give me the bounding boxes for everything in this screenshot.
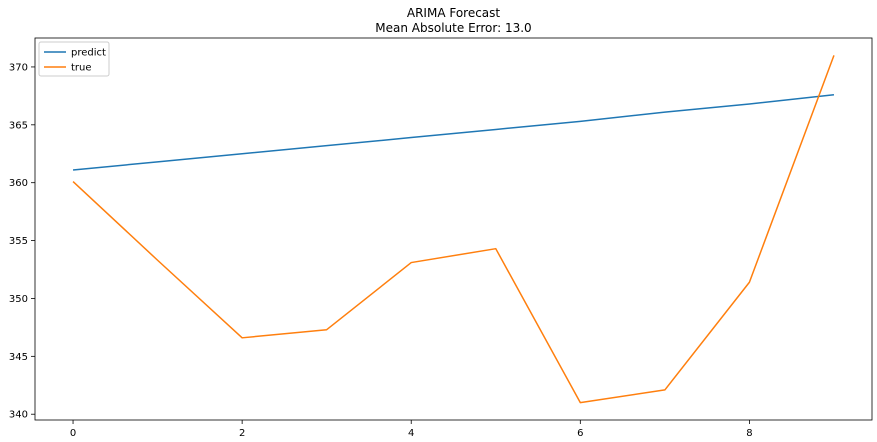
y-tick-label: 350 (9, 294, 28, 305)
series-line-predict (72, 93, 835, 171)
x-tick-label: 2 (239, 428, 245, 439)
chart-title: ARIMA Forecast (407, 6, 501, 20)
y-tick-label: 370 (9, 62, 28, 73)
plot-area (34, 37, 873, 421)
chart-subtitle: Mean Absolute Error: 13.0 (375, 21, 531, 35)
legend: predict true (38, 41, 110, 77)
y-tick-label: 340 (9, 410, 28, 421)
legend-label-true: true (71, 63, 92, 74)
y-tick-label: 355 (9, 236, 28, 247)
x-tick-label: 8 (746, 428, 752, 439)
y-tick-label: 345 (9, 352, 28, 363)
x-tick-label: 0 (70, 428, 76, 439)
x-tick-label: 4 (408, 428, 414, 439)
x-axis: 0 2 4 6 8 (70, 420, 753, 439)
legend-label-predict: predict (71, 48, 106, 59)
series-layer (72, 55, 835, 404)
x-tick-label: 6 (577, 428, 583, 439)
y-tick-label: 365 (9, 120, 28, 131)
y-tick-label: 360 (9, 178, 28, 189)
y-axis: 340 345 350 355 360 365 370 (9, 62, 35, 421)
series-line-true (72, 55, 835, 404)
